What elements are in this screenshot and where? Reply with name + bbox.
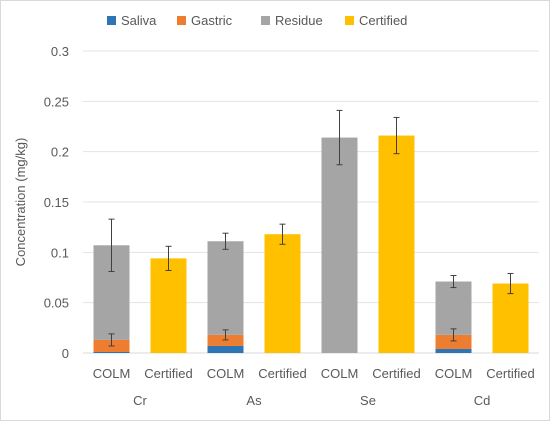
y-tick-label: 0.3 bbox=[51, 44, 69, 59]
x-category-label: COLM bbox=[207, 366, 245, 381]
legend-label-saliva: Saliva bbox=[121, 13, 157, 28]
y-tick-label: 0 bbox=[62, 346, 69, 361]
x-category-label: Certified bbox=[372, 366, 420, 381]
bar-segment-as-colm-gastric bbox=[207, 334, 244, 346]
bar-segment-cr-certified-certified bbox=[150, 258, 187, 353]
x-group-label: Se bbox=[360, 393, 376, 408]
y-axis-ticks: 0 0.05 0.1 0.15 0.2 0.25 0.3 bbox=[44, 44, 69, 361]
error-bars bbox=[108, 109, 514, 347]
x-category-label: COLM bbox=[435, 366, 473, 381]
y-tick-label: 0.15 bbox=[44, 195, 69, 210]
bar-segment-as-certified-certified bbox=[264, 234, 301, 353]
x-category-label: Certified bbox=[258, 366, 306, 381]
bar-segment-cd-certified-certified bbox=[492, 283, 529, 353]
legend-label-gastric: Gastric bbox=[191, 13, 233, 28]
legend-swatch-saliva bbox=[107, 16, 116, 25]
x-category-label: Certified bbox=[486, 366, 534, 381]
bar-segment-as-colm-residue bbox=[207, 241, 244, 335]
bar-segment-cr-colm-saliva bbox=[93, 351, 130, 353]
bar-segment-cd-colm-gastric bbox=[435, 334, 472, 349]
bar-segment-cd-colm-residue bbox=[435, 281, 472, 335]
bars bbox=[93, 135, 529, 353]
y-axis-label: Concentration (mg/kg) bbox=[13, 138, 28, 267]
legend-label-certified: Certified bbox=[359, 13, 407, 28]
x-group-label: Cr bbox=[133, 393, 147, 408]
y-tick-label: 0.1 bbox=[51, 245, 69, 260]
x-group-label: As bbox=[246, 393, 262, 408]
legend-swatch-certified bbox=[345, 16, 354, 25]
legend-swatch-gastric bbox=[177, 16, 186, 25]
bar-segment-se-colm-residue bbox=[321, 137, 358, 353]
x-group-label: Cd bbox=[474, 393, 491, 408]
y-tick-label: 0.05 bbox=[44, 296, 69, 311]
legend: Saliva Gastric Residue Certified bbox=[107, 13, 407, 28]
legend-label-residue: Residue bbox=[275, 13, 323, 28]
bar-segment-as-colm-saliva bbox=[207, 345, 244, 353]
bar-segment-cd-colm-saliva bbox=[435, 348, 472, 353]
x-category-label: COLM bbox=[321, 366, 359, 381]
legend-swatch-residue bbox=[261, 16, 270, 25]
x-category-label: COLM bbox=[93, 366, 131, 381]
y-tick-label: 0.25 bbox=[44, 94, 69, 109]
x-category-label: Certified bbox=[144, 366, 192, 381]
y-tick-label: 0.2 bbox=[51, 145, 69, 160]
bar-segment-se-certified-certified bbox=[378, 135, 415, 353]
